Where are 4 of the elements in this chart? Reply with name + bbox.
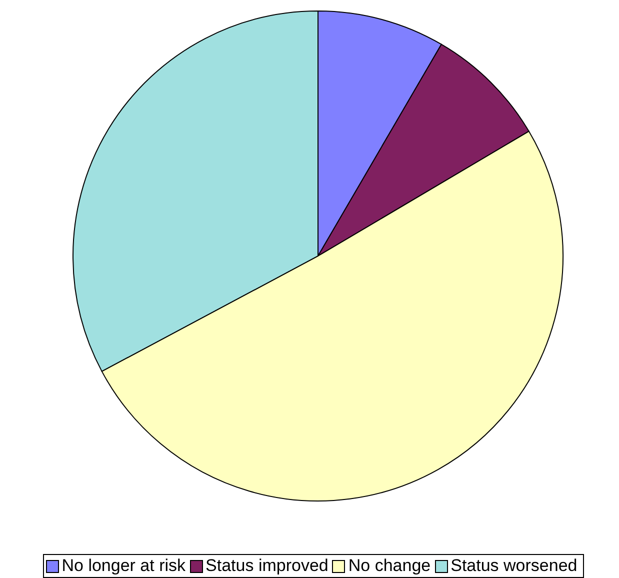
legend-label: No change <box>347 556 431 576</box>
legend-label: Status worsened <box>450 556 578 576</box>
legend-label: Status improved <box>204 556 328 576</box>
legend-label: No longer at risk <box>60 556 186 576</box>
